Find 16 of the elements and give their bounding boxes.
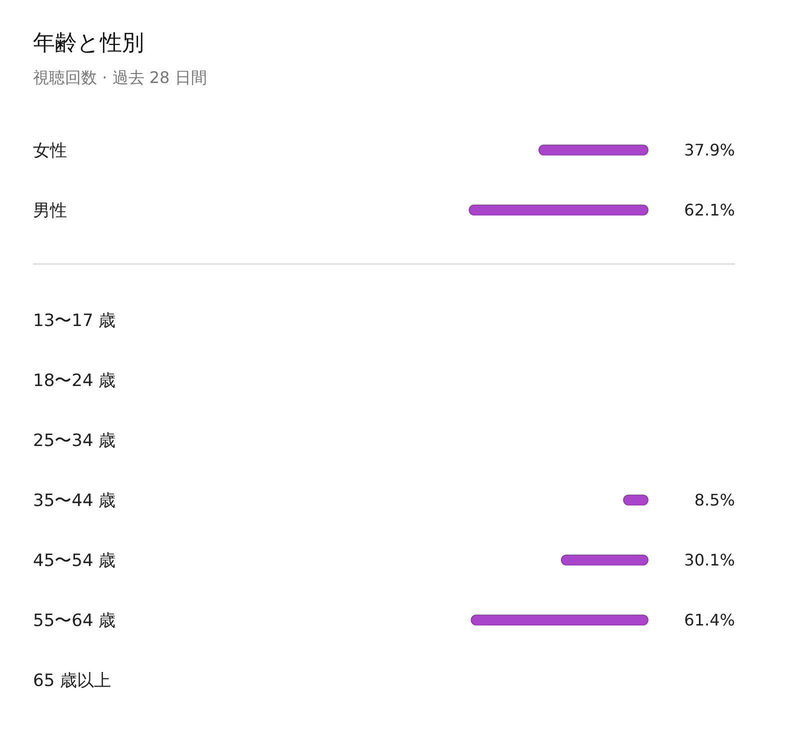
text: 視聴回数 · 過去 28 日間 xyxy=(33,68,207,87)
data-label: 8.5% xyxy=(694,490,735,510)
y-tick-label: 18〜24 歳 xyxy=(33,370,116,391)
data-label: 61.4% xyxy=(684,610,735,630)
y-tick-label: 45〜54 歳 xyxy=(33,550,116,571)
y-tick-label: 35〜44 歳 xyxy=(33,490,116,511)
data-label: 37.9% xyxy=(684,140,735,160)
y-tick-label: 65 歳以上 xyxy=(33,670,112,691)
data-label: 30.1% xyxy=(684,550,735,570)
y-tick-label: 55〜64 歳 xyxy=(33,610,116,631)
y-tick-label: 13〜17 歳 xyxy=(33,310,116,331)
text: 年齢と性別 xyxy=(33,31,144,56)
y-tick-label: 25〜34 歳 xyxy=(33,430,116,451)
y-tick-label: 女性 xyxy=(33,140,67,161)
data-label: 62.1% xyxy=(684,200,735,220)
y-tick-label: 男性 xyxy=(33,200,67,221)
